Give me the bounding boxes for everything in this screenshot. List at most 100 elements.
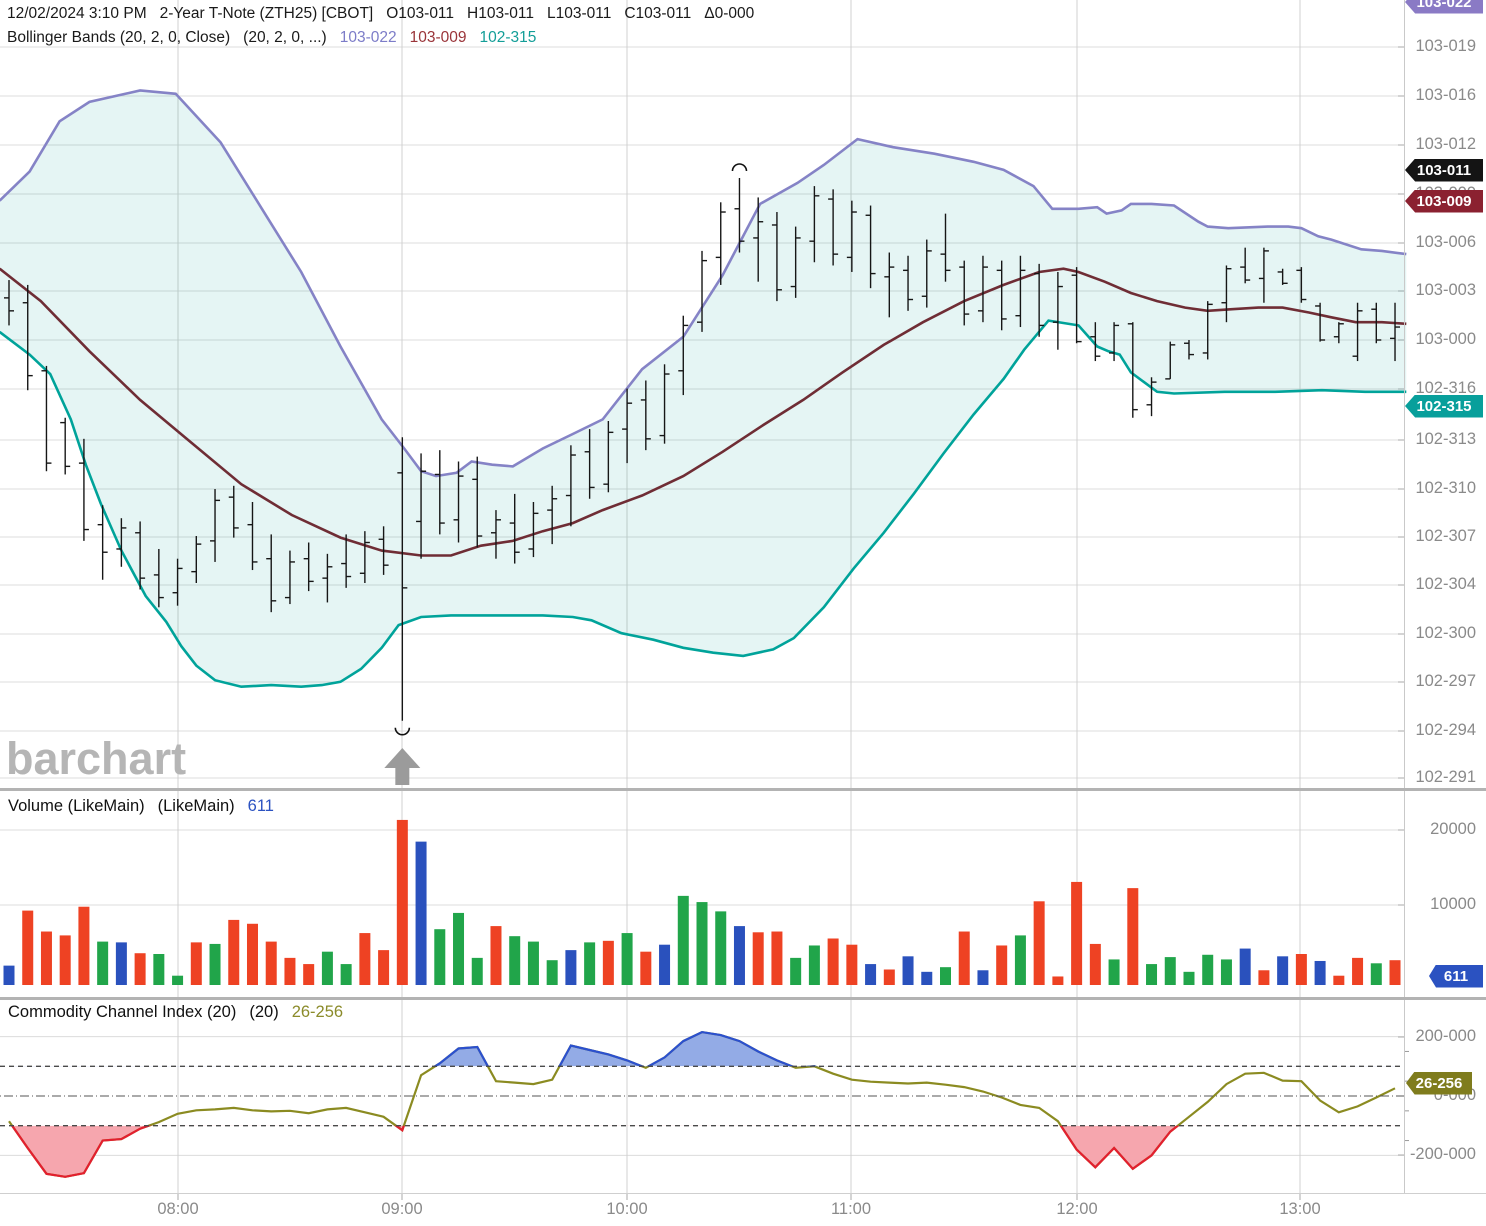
volume-bar	[1108, 959, 1120, 985]
ohlc-bar	[1371, 302, 1382, 344]
ohlc-bar	[78, 438, 89, 541]
ohlc-bar	[1221, 265, 1232, 323]
volume-bar	[527, 941, 539, 985]
price-axis-label: 103-012	[1415, 135, 1476, 153]
ohlc-bar	[341, 534, 352, 588]
volume-bar	[284, 957, 296, 985]
ohlc-bar	[1165, 341, 1176, 380]
ohlc-bar	[60, 417, 71, 475]
cci-axis-label: 200-000	[1415, 1027, 1476, 1045]
ohlc-bar	[1315, 302, 1326, 342]
price-axis-label: 102-304	[1415, 575, 1476, 593]
price-axis-label: 102-297	[1415, 672, 1476, 690]
volume-bar	[1164, 957, 1176, 985]
ohlc-bar	[659, 364, 670, 444]
cci-params: (20)	[249, 1003, 279, 1021]
ohlc-bar	[528, 502, 539, 558]
ohlc-bar	[753, 197, 764, 282]
volume-bar	[415, 841, 427, 985]
time-axis-label: 08:00	[157, 1200, 199, 1218]
axis-badge-cci: 26-256	[1406, 1071, 1472, 1095]
volume-bar	[40, 931, 52, 985]
price-axis-label: 103-019	[1415, 37, 1476, 55]
volume-bar	[733, 926, 745, 985]
symbol-title: 2-Year T-Note (ZTH25) [CBOT]	[159, 5, 374, 22]
volume-bar	[434, 929, 446, 985]
volume-bar	[378, 950, 390, 985]
ohlc-bar	[697, 250, 708, 332]
cycle-low-arc-marker	[394, 727, 411, 736]
quote-change: Δ0-000	[704, 5, 755, 22]
cci-overbought-fill	[435, 1032, 792, 1067]
bb-upper-current-value: 103-022	[339, 29, 397, 46]
price-axis-label: 102-291	[1415, 768, 1476, 786]
volume-bar	[621, 933, 633, 985]
volume-bar	[921, 971, 933, 985]
ohlc-bar	[247, 502, 258, 571]
ohlc-bar	[434, 450, 445, 535]
price-axis-label: 102-294	[1415, 721, 1476, 739]
volume-bar	[1277, 956, 1289, 985]
up-arrow-signal-marker[interactable]	[384, 748, 421, 785]
volume-bar	[265, 941, 277, 985]
ohlc-bar	[865, 205, 876, 289]
panel-divider[interactable]	[0, 997, 1486, 1000]
time-axis-label: 13:00	[1279, 1200, 1321, 1218]
volume-axis-label: 20000	[1430, 820, 1476, 838]
bb-lower-current-value: 102-315	[479, 29, 537, 46]
volume-bar	[115, 942, 127, 985]
volume-bar	[1033, 901, 1045, 985]
volume-bar	[321, 951, 333, 985]
volume-params: (LikeMain)	[157, 797, 235, 815]
ohlc-bar	[322, 553, 333, 603]
volume-bar	[977, 970, 989, 985]
ohlc-bar	[116, 518, 127, 567]
indicator-label[interactable]: Bollinger Bands (20, 2, 0, Close)	[7, 29, 231, 46]
quote-low: L103-011	[546, 5, 612, 22]
price-axis-label: 102-310	[1415, 479, 1476, 497]
axis-badge-bb-lower: 102-315	[1405, 394, 1483, 418]
volume-bar	[808, 945, 820, 985]
volume-bar	[640, 951, 652, 985]
axis-badge-bb-upper: 103-022	[1405, 0, 1483, 14]
ohlc-bar	[547, 485, 558, 545]
volume-bar	[303, 964, 315, 985]
chart-header-quote-row: 12/02/2024 3:10 PM 2-Year T-Note (ZTH25)…	[7, 5, 754, 23]
volume-label[interactable]: Volume (LikeMain)	[8, 797, 145, 815]
ohlc-bar	[172, 558, 183, 606]
volume-bar	[471, 957, 483, 985]
ohlc-bar	[715, 202, 726, 285]
volume-bar	[546, 960, 558, 985]
ohlc-bar	[622, 388, 633, 464]
price-axis-label: 103-000	[1415, 330, 1476, 348]
panel-divider[interactable]	[0, 788, 1486, 791]
volume-bar	[1370, 963, 1382, 985]
ohlc-bar	[153, 548, 164, 608]
volume-bar	[1202, 954, 1214, 985]
volume-bar	[340, 964, 352, 985]
axis-badge-bb-middle: 103-009	[1405, 189, 1483, 213]
time-axis-line	[0, 1193, 1486, 1194]
indicator-header-row: Bollinger Bands (20, 2, 0, Close) (20, 2…	[7, 29, 536, 47]
time-axis-label: 09:00	[381, 1200, 423, 1218]
volume-bar	[715, 911, 727, 985]
volume-bar	[659, 944, 671, 985]
ohlc-bar	[996, 260, 1007, 331]
volume-bar	[1239, 948, 1251, 985]
ohlc-bar	[228, 485, 239, 538]
ohlc-bar	[1052, 271, 1063, 350]
cci-label[interactable]: Commodity Channel Index (20)	[8, 1003, 237, 1021]
volume-bar	[396, 819, 408, 985]
price-axis-label: 103-003	[1415, 281, 1476, 299]
price-axis-label: 102-313	[1415, 430, 1476, 448]
quote-high: H103-011	[467, 5, 534, 22]
volume-panel-header: Volume (LikeMain) (LikeMain) 611	[8, 797, 274, 816]
volume-bar	[790, 957, 802, 985]
ohlc-bar	[1071, 267, 1082, 344]
ohlc-bar	[4, 280, 14, 326]
volume-bar	[883, 969, 895, 985]
volume-bar	[509, 936, 521, 985]
ohlc-bar	[1333, 322, 1344, 344]
